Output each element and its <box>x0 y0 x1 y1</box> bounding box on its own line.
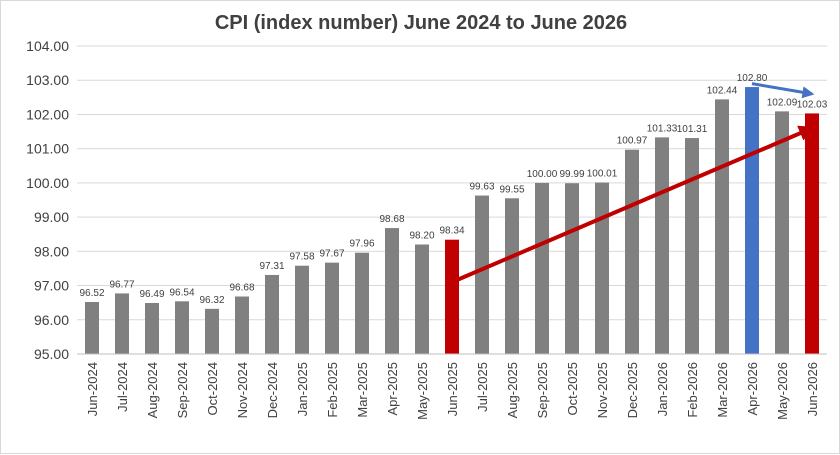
data-label: 102.03 <box>797 99 828 110</box>
data-label: 96.32 <box>199 295 224 306</box>
x-tick-label: Nov-2024 <box>235 362 250 418</box>
bar <box>265 274 279 354</box>
y-tick-label: 102.00 <box>26 106 69 122</box>
bar <box>355 252 369 354</box>
trend-arrow-red <box>451 125 815 284</box>
x-tick-label: May-2026 <box>775 362 790 420</box>
bar <box>175 301 189 354</box>
x-tick-label: Oct-2024 <box>205 362 220 415</box>
data-label: 97.96 <box>349 239 374 250</box>
y-tick-label: 99.00 <box>34 209 69 225</box>
data-label: 98.20 <box>409 230 434 241</box>
data-label: 100.00 <box>527 169 558 180</box>
trend-arrow-blue <box>751 82 815 99</box>
bars <box>85 87 819 355</box>
data-label: 96.54 <box>169 287 194 298</box>
x-tick-label: Jan-2025 <box>295 362 310 416</box>
data-labels: 96.52 96.77 96.49 96.54 96.32 96.68 97.31 97.58… <box>79 73 827 306</box>
bar <box>715 99 729 355</box>
bar <box>475 195 489 354</box>
bar <box>745 87 759 355</box>
data-label: 102.80 <box>737 73 768 84</box>
x-tick-label: Feb-2026 <box>685 362 700 418</box>
x-tick-label: Mar-2025 <box>355 362 370 418</box>
y-axis-ticks: 95.00 96.00 97.00 98.00 99.00 100.00 101.00 102… <box>26 38 69 362</box>
x-tick-label: Jul-2024 <box>115 362 130 412</box>
bar <box>625 149 639 354</box>
data-label: 96.49 <box>139 289 164 300</box>
bar <box>325 262 339 354</box>
bar <box>775 111 789 354</box>
y-tick-label: 100.00 <box>26 175 69 191</box>
bar <box>415 244 429 354</box>
bar <box>145 303 159 354</box>
x-tick-label: Jan-2026 <box>655 362 670 416</box>
x-tick-label: Jun-2025 <box>445 362 460 416</box>
bar <box>445 239 459 354</box>
bar <box>385 228 399 354</box>
bar <box>805 113 819 354</box>
y-tick-label: 98.00 <box>34 243 69 259</box>
bar <box>595 182 609 354</box>
data-label: 97.58 <box>289 252 314 263</box>
x-tick-label: Sep-2025 <box>535 362 550 418</box>
y-tick-label: 96.00 <box>34 312 69 328</box>
bar <box>295 265 309 354</box>
data-label: 97.31 <box>259 261 284 272</box>
annotations <box>451 82 815 284</box>
bar <box>655 137 669 354</box>
bar <box>505 198 519 354</box>
data-label: 96.52 <box>79 288 104 299</box>
y-tick-label: 104.00 <box>26 38 69 54</box>
x-tick-label: May-2025 <box>415 362 430 420</box>
bar <box>535 182 549 354</box>
x-tick-label: Dec-2024 <box>265 362 280 418</box>
bar <box>235 296 249 354</box>
x-tick-label: Oct-2025 <box>565 362 580 415</box>
data-label: 99.55 <box>499 184 524 195</box>
data-label: 99.99 <box>559 169 584 180</box>
x-tick-label: Dec-2025 <box>625 362 640 418</box>
data-label: 102.09 <box>767 97 798 108</box>
x-tick-label: Apr-2026 <box>745 362 760 415</box>
data-label: 96.77 <box>109 279 134 290</box>
data-label: 100.01 <box>587 169 618 180</box>
data-label: 101.31 <box>677 124 708 135</box>
x-tick-label: Jun-2026 <box>805 362 820 416</box>
x-axis-ticks: Jun-2024 Jul-2024 Aug-2024 Sep-2024 Oct-2024… <box>85 362 820 420</box>
bar <box>565 183 579 354</box>
y-tick-label: 95.00 <box>34 346 69 362</box>
x-tick-label: Sep-2024 <box>175 362 190 418</box>
x-tick-label: Mar-2026 <box>715 362 730 418</box>
x-tick-label: Nov-2025 <box>595 362 610 418</box>
y-tick-label: 97.00 <box>34 278 69 294</box>
bar <box>85 301 99 354</box>
data-label: 98.68 <box>379 214 404 225</box>
data-label: 97.67 <box>319 249 344 260</box>
x-tick-label: Feb-2025 <box>325 362 340 418</box>
x-tick-label: Jul-2025 <box>475 362 490 412</box>
x-tick-label: Aug-2025 <box>505 362 520 418</box>
chart-title: CPI (index number) June 2024 to June 202… <box>215 12 627 34</box>
y-tick-label: 103.00 <box>26 72 69 88</box>
data-label: 102.44 <box>707 85 738 96</box>
gridlines <box>77 45 827 321</box>
x-tick-label: Aug-2024 <box>145 362 160 418</box>
bar <box>685 138 699 354</box>
data-label: 101.33 <box>647 123 678 134</box>
x-tick-label: Apr-2025 <box>385 362 400 415</box>
y-tick-label: 101.00 <box>26 141 69 157</box>
data-label: 100.97 <box>617 136 648 147</box>
bar <box>205 308 219 354</box>
bar <box>115 293 129 354</box>
x-tick-label: Jun-2024 <box>85 362 100 416</box>
data-label: 96.68 <box>229 283 254 294</box>
data-label: 98.34 <box>439 226 464 237</box>
data-label: 99.63 <box>469 182 494 193</box>
